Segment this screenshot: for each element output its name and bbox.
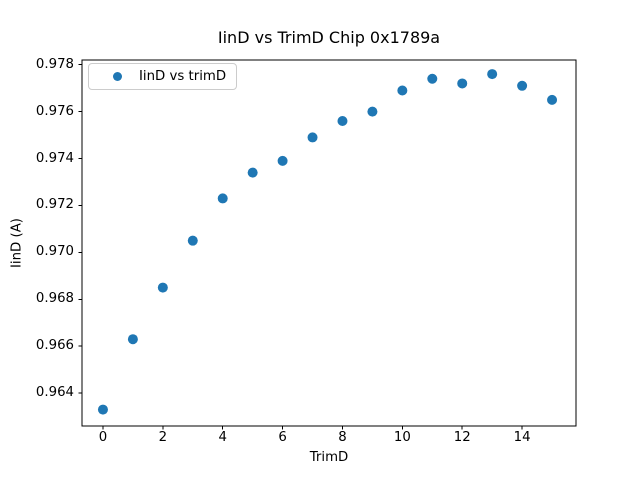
- axes-box: [81, 59, 577, 427]
- y-tick-label: 0.964: [35, 385, 74, 401]
- y-tick-label: 0.970: [35, 244, 74, 260]
- data-point: [487, 69, 498, 80]
- data-point: [397, 85, 408, 96]
- data-point: [307, 132, 318, 143]
- data-point: [217, 193, 228, 204]
- chart-title: IinD vs TrimD Chip 0x1789a: [217, 28, 441, 47]
- data-point: [337, 116, 348, 126]
- x-axis-label: TrimD: [309, 450, 349, 465]
- x-tick-label: 10: [393, 430, 411, 445]
- y-tick-label: 0.978: [35, 56, 74, 72]
- data-point: [187, 235, 198, 246]
- data-point: [367, 106, 378, 117]
- data-point: [517, 80, 528, 91]
- data-point: [127, 334, 138, 345]
- y-tick-label: 0.972: [35, 197, 74, 213]
- x-tick-label: 12: [453, 430, 471, 445]
- data-point: [277, 155, 288, 166]
- y-tick-label: 0.968: [35, 291, 74, 307]
- x-tick-label: 14: [513, 430, 531, 445]
- data-point: [247, 167, 258, 178]
- legend-label: IinD vs trimD: [139, 69, 227, 84]
- y-tick-label: 0.966: [35, 338, 74, 354]
- x-tick-label: 4: [218, 430, 227, 445]
- data-point: [427, 73, 438, 84]
- x-tick-label: 8: [338, 430, 347, 445]
- y-tick-label: 0.976: [35, 103, 74, 119]
- data-point: [457, 78, 468, 89]
- legend-marker-icon: [113, 72, 122, 81]
- x-tick-label: 2: [158, 430, 168, 445]
- data-point: [97, 404, 108, 415]
- x-tick-label: 0: [98, 430, 108, 445]
- data-point: [157, 282, 168, 293]
- data-point: [547, 94, 558, 105]
- legend: IinD vs trimD: [88, 63, 238, 90]
- y-tick-label: 0.974: [35, 150, 74, 166]
- x-tick-label: 6: [278, 430, 287, 445]
